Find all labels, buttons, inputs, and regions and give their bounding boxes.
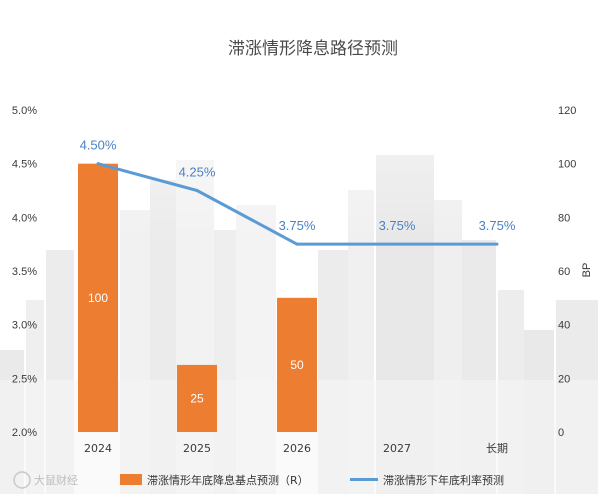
watermark-logo-icon <box>13 471 31 489</box>
bar-data-label: 25 <box>190 391 204 405</box>
right-tick-label: 40 <box>558 320 570 332</box>
right-tick-label: 100 <box>558 159 576 171</box>
x-tick-label: 2025 <box>183 442 211 455</box>
chart-title: 滞涨情形降息路径预测 <box>228 39 398 59</box>
watermark: 大鼠财经 <box>13 471 78 489</box>
right-tick-label: 120 <box>558 105 576 117</box>
left-tick-label: 2.0% <box>12 427 37 439</box>
right-axis-title: BP <box>581 263 593 278</box>
watermark-text: 大鼠财经 <box>34 473 78 487</box>
line-point <box>395 242 399 246</box>
line-data-label: 3.75% <box>279 218 316 233</box>
right-tick-label: 0 <box>558 427 564 439</box>
line-data-label: 3.75% <box>379 218 416 233</box>
line-data-label: 4.50% <box>80 138 117 153</box>
bar-series: 100 25 50 <box>78 163 317 432</box>
left-axis: 5.0% 4.5% 4.0% 3.5% 3.0% 2.5% 2.0% <box>12 105 37 439</box>
right-axis: 120 100 80 60 40 20 0 <box>558 105 576 439</box>
line-point <box>495 242 499 246</box>
legend-bar-label: 滞涨情形年底降息基点预测（R） <box>147 473 309 487</box>
x-tick-label: 2027 <box>383 442 411 455</box>
x-axis: 2024 2025 2026 2027 长期 <box>84 442 508 455</box>
left-tick-label: 3.5% <box>12 266 37 278</box>
bar <box>277 297 317 432</box>
bar-data-label: 50 <box>290 358 304 372</box>
legend: 滞涨情形年底降息基点预测（R） 滞涨情形下年底利率预测 <box>120 473 504 487</box>
bar <box>177 364 217 432</box>
bar-data-label: 100 <box>88 291 108 305</box>
x-tick-label: 长期 <box>486 442 508 455</box>
right-tick-label: 20 <box>558 373 570 385</box>
legend-line-label: 滞涨情形下年底利率预测 <box>383 473 504 487</box>
line-point <box>295 242 299 246</box>
line-data-label: 3.75% <box>479 218 516 233</box>
line-point <box>96 162 100 166</box>
x-tick-label: 2024 <box>84 442 112 455</box>
right-tick-label: 80 <box>558 212 570 224</box>
line-series: 4.50% 4.25% 3.75% 3.75% 3.75% <box>80 138 516 246</box>
left-tick-label: 5.0% <box>12 105 37 117</box>
bar <box>78 163 118 432</box>
line-data-label: 4.25% <box>179 165 216 180</box>
left-tick-label: 4.5% <box>12 159 37 171</box>
left-tick-label: 2.5% <box>12 373 37 385</box>
legend-bar-swatch <box>120 474 142 485</box>
x-tick-label: 2026 <box>283 442 311 455</box>
line-point <box>195 189 199 192</box>
left-tick-label: 3.0% <box>12 320 37 332</box>
left-tick-label: 4.0% <box>12 212 37 224</box>
right-tick-label: 60 <box>558 266 570 278</box>
